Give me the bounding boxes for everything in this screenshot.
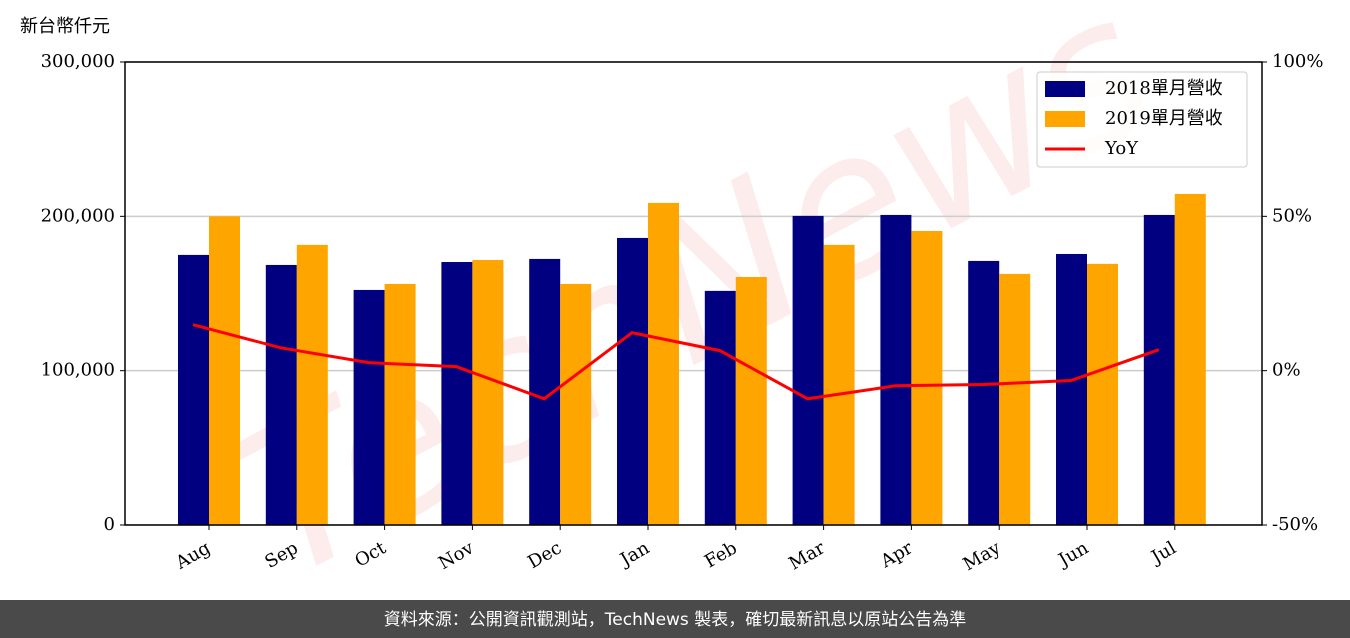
legend-box (1036, 71, 1248, 168)
bar (704, 290, 736, 525)
x-tick-label: Jun (1053, 537, 1092, 572)
bar (648, 202, 679, 526)
bar (1056, 253, 1087, 525)
bar (353, 289, 385, 525)
x-tick-label: Jan (615, 537, 653, 571)
bar (911, 230, 943, 525)
footer-text: 資料來源：公開資訊觀測站，TechNews 製表，確切最新訊息以原站公告為準 (384, 610, 966, 630)
bar (735, 276, 767, 525)
x-tick-label: Mar (785, 537, 829, 574)
y-tick-label: 200,000 (41, 205, 115, 226)
legend-label: 2019單月營收 (1105, 108, 1223, 129)
footer-bar (0, 600, 1350, 638)
y-unit-label: 新台幣仟元 (20, 16, 110, 37)
bar (617, 237, 648, 525)
bar (1143, 214, 1175, 525)
bar (296, 244, 328, 525)
bar (880, 214, 912, 525)
y2-tick-label: -50% (1272, 514, 1318, 535)
bar (792, 215, 824, 525)
bar (472, 260, 504, 525)
legend-label: YoY (1104, 138, 1139, 159)
y2-tick-label: 100% (1272, 51, 1323, 72)
x-tick-label: Feb (701, 537, 741, 572)
bar (1174, 193, 1206, 525)
legend-swatch (1045, 81, 1085, 97)
bar (999, 273, 1031, 525)
y-tick-label: 100,000 (41, 360, 115, 381)
bar (265, 264, 297, 525)
bar (209, 216, 240, 526)
x-tick-label: Apr (876, 537, 916, 572)
x-tick-label: Jul (1146, 537, 1180, 569)
legend-swatch (1045, 111, 1085, 127)
y2-tick-label: 50% (1272, 205, 1312, 226)
bar (1087, 263, 1118, 525)
y2-tick-label: 0% (1272, 360, 1301, 381)
bar (560, 283, 592, 525)
bar (823, 244, 855, 525)
bar (384, 283, 416, 525)
line (192, 323, 1160, 401)
bar (968, 260, 1000, 525)
bar (441, 262, 473, 525)
legend: 2018單月營收 2019單月營收 YoY (1036, 71, 1248, 168)
x-tick-label: Dec (524, 537, 565, 573)
y-tick-label: 300,000 (41, 51, 115, 72)
x-tick-label: May (960, 537, 1005, 575)
bar (178, 254, 209, 525)
plot-frame (124, 61, 1263, 526)
y-tick-label: 0 (104, 514, 115, 535)
x-tick-label: Aug (171, 537, 214, 574)
legend-label: 2018單月營收 (1105, 78, 1223, 99)
